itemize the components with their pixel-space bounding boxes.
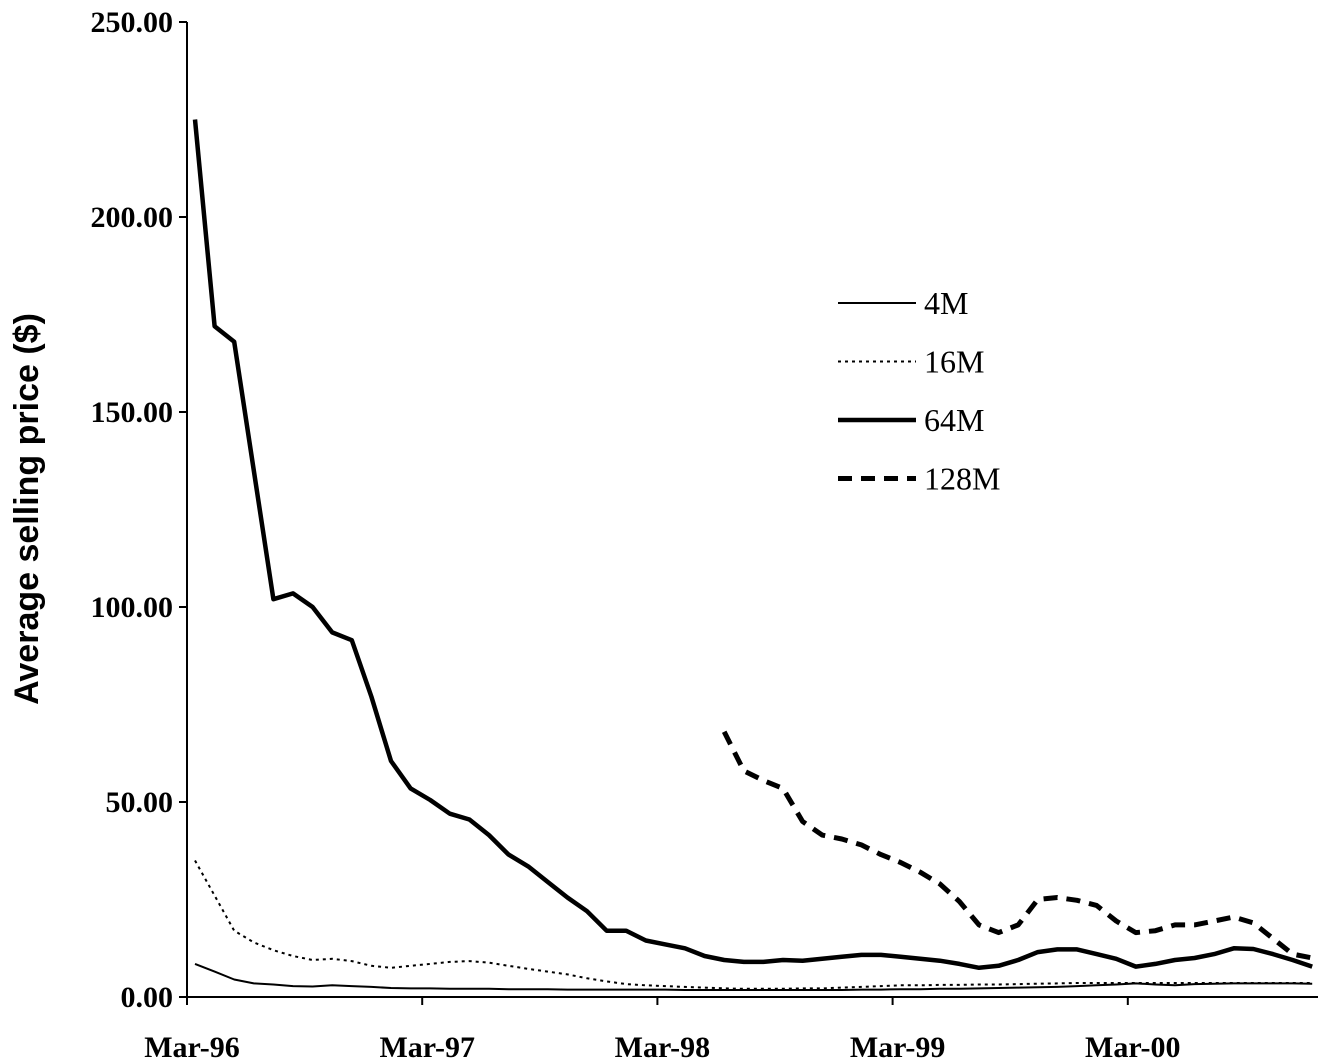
- legend-label-4m: 4M: [924, 285, 968, 321]
- legend-label-64m: 64M: [924, 402, 984, 438]
- y-tick-label: 50.00: [106, 786, 174, 819]
- y-tick-label: 200.00: [91, 201, 174, 234]
- y-axis-label: Average selling price ($): [8, 313, 46, 705]
- series-line-128m: [721, 730, 1313, 961]
- y-axis: 0.00 50.00 100.00 150.00 200.00 250.00: [91, 6, 188, 1014]
- legend-label-16m: 16M: [924, 344, 984, 380]
- x-ticks: Mar-96 Mar-97 Mar-98 Mar-99 Mar-00: [144, 997, 1181, 1061]
- series-line-16m: [194, 860, 1313, 990]
- legend: 4M 16M 64M 128M: [838, 285, 1000, 497]
- x-tick-label: Mar-98: [615, 1031, 711, 1061]
- x-tick-label: Mar-96: [144, 1031, 240, 1061]
- series-line-64m: [192, 119, 1313, 971]
- series-line-4m: [194, 962, 1313, 991]
- x-axis: Mar-96 Mar-97 Mar-98 Mar-99 Mar-00: [144, 996, 1318, 1061]
- series-layer: [192, 119, 1313, 991]
- x-tick-label: Mar-97: [379, 1031, 475, 1061]
- y-ticks: 0.00 50.00 100.00 150.00 200.00 250.00: [91, 6, 187, 1014]
- y-tick-label: 250.00: [91, 6, 174, 39]
- x-tick-label: Mar-99: [850, 1031, 946, 1061]
- x-tick-label: Mar-00: [1085, 1031, 1181, 1061]
- legend-label-128m: 128M: [924, 461, 1000, 497]
- y-tick-label: 0.00: [121, 981, 174, 1014]
- y-tick-label: 100.00: [91, 591, 174, 624]
- y-tick-label: 150.00: [91, 396, 174, 429]
